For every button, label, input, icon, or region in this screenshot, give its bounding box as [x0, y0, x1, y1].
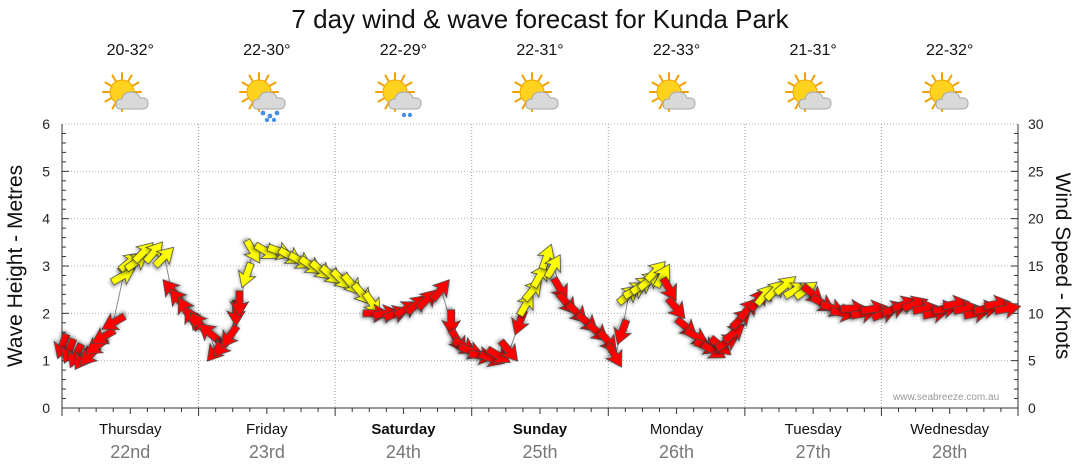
day-temperature-range: 22-31°: [516, 42, 564, 59]
wind-arrow: [238, 261, 257, 289]
wind-arrow: [497, 338, 519, 362]
wind-arrow: [441, 309, 462, 337]
y-right-tick-label: 25: [1028, 163, 1044, 179]
y-right-tick-label: 30: [1028, 116, 1044, 132]
wind-arrow: [221, 323, 241, 349]
wind-trace-line: [61, 251, 1009, 360]
wind-arrow: [529, 263, 548, 290]
day-date-label: 27th: [795, 442, 831, 462]
wind-arrow: [613, 318, 633, 346]
wind-arrow: [659, 276, 677, 302]
day-name-label: Monday: [649, 421, 704, 438]
day-temperature-range: 22-29°: [379, 42, 428, 59]
day-temperature-range: 22-32°: [926, 42, 974, 59]
wind-arrow: [229, 290, 250, 318]
day-temperature-range: 20-32°: [106, 42, 154, 59]
wind-arrow: [101, 312, 127, 331]
y-left-tick-label: 3: [42, 258, 50, 274]
day-name-label: Saturday: [371, 421, 436, 438]
y-axis-right-label: Wind Speed - Knots: [1051, 172, 1074, 360]
y-right-tick-label: 20: [1028, 211, 1044, 227]
day-name-label: Friday: [246, 421, 288, 438]
wind-arrow: [543, 254, 561, 280]
source-credit: www.seabreeze.com.au: [893, 392, 1000, 403]
day-name-label: Sunday: [512, 421, 568, 438]
day-name-label: Tuesday: [784, 421, 842, 438]
day-name-label: Wednesday: [910, 421, 990, 438]
day-date-label: 25th: [522, 442, 558, 462]
day-date-label: 23rd: [248, 442, 285, 462]
wind-arrow: [664, 295, 686, 320]
y-right-tick-label: 10: [1028, 305, 1044, 321]
wind-arrow: [198, 323, 222, 344]
day-temperature-range: 22-30°: [243, 42, 291, 59]
y-right-tick-label: 5: [1028, 353, 1036, 369]
wind-arrow: [753, 283, 775, 308]
partly-cloudy-icon: [785, 72, 841, 122]
y-right-tick-label: 15: [1028, 258, 1044, 274]
day-name-label: Thursday: [99, 421, 162, 438]
partly-cloudy-icon: [512, 72, 568, 122]
y-left-tick-label: 0: [42, 400, 50, 416]
wind-arrow: [721, 323, 746, 344]
day-temperature-range: 21-31°: [789, 42, 837, 59]
wind-arrow: [415, 289, 438, 312]
wind-arrow: [109, 268, 136, 286]
day-temperature-range: 22-33°: [652, 42, 701, 59]
wind-arrow: [993, 299, 1022, 319]
partly-cloudy-icon: [648, 72, 705, 122]
day-date-label: 26th: [659, 442, 695, 462]
y-left-tick-label: 2: [42, 305, 50, 321]
showers-icon: [238, 72, 295, 123]
day-date-label: 22nd: [110, 442, 151, 462]
y-left-tick-label: 5: [42, 163, 50, 179]
light-rain-icon: [375, 72, 431, 122]
wind-arrow: [91, 326, 117, 345]
wind-arrow: [605, 342, 623, 368]
day-date-label: 28th: [932, 442, 968, 462]
y-axis-left-label: Wave Height - Metres: [4, 164, 27, 368]
wind-arrow: [152, 246, 175, 269]
partly-cloudy-icon: [102, 72, 158, 122]
partly-cloudy-icon: [921, 72, 978, 122]
y-left-tick-label: 1: [42, 353, 50, 369]
wind-arrow: [429, 279, 450, 303]
day-date-label: 24th: [385, 442, 421, 462]
chart-title: 7 day wind & wave forecast for Kunda Par…: [291, 4, 789, 34]
y-left-tick-label: 6: [42, 116, 50, 132]
y-right-tick-label: 0: [1028, 400, 1036, 416]
y-left-tick-label: 4: [42, 211, 50, 227]
wind-arrow: [683, 326, 710, 345]
